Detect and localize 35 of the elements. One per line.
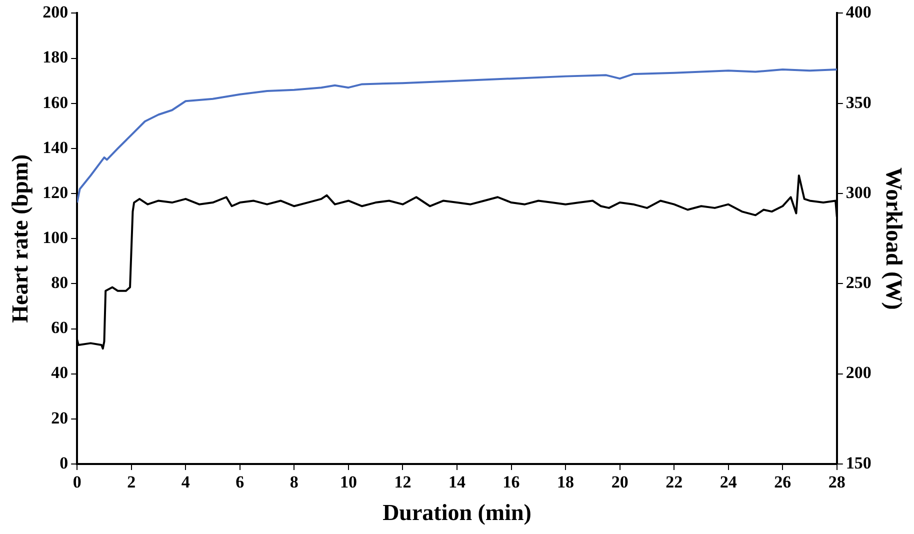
x-tick-label: 26 [774,472,792,492]
x-tick-label: 14 [448,472,466,492]
x-tick-label: 0 [72,472,82,492]
y-tick-label: 20 [51,408,68,428]
x-tick-label: 24 [720,472,738,492]
y-tick-label: 200 [42,2,68,22]
x-tick-label: 4 [181,472,190,492]
x-tick-label: 2 [127,472,136,492]
y2-tick-label: 200 [846,363,872,382]
y-tick-label: 60 [51,318,68,338]
y-tick-label: 100 [42,228,68,247]
x-tick-label: 18 [557,472,574,492]
y-axis-title: Heart rate (bpm) [8,154,33,323]
x-axis-title: Duration (min) [382,500,532,526]
x-tick-label: 20 [611,472,628,492]
x-tick-label: 12 [394,472,412,492]
y-tick-label: 180 [42,48,68,67]
y-tick-label: 40 [51,363,68,382]
y2-tick-label: 400 [846,2,872,22]
y2-tick-label: 250 [846,273,872,292]
x-tick-label: 28 [828,472,846,492]
x-tick-label: 22 [666,472,683,492]
x-tick-label: 8 [290,472,298,492]
y2-axis-title: Workload (W) [881,167,906,310]
x-tick-label: 10 [340,472,357,492]
y-tick-label: 80 [51,273,68,292]
x-tick-label: 6 [236,472,244,492]
y-tick-label: 120 [42,182,68,202]
x-tick-label: 16 [502,472,520,492]
y2-tick-label: 350 [846,92,872,112]
y-tick-label: 160 [42,92,68,112]
y2-tick-label: 300 [846,182,872,202]
y-tick-label: 0 [60,453,68,472]
y-tick-label: 140 [42,138,68,157]
y2-tick-label: 150 [846,453,872,472]
